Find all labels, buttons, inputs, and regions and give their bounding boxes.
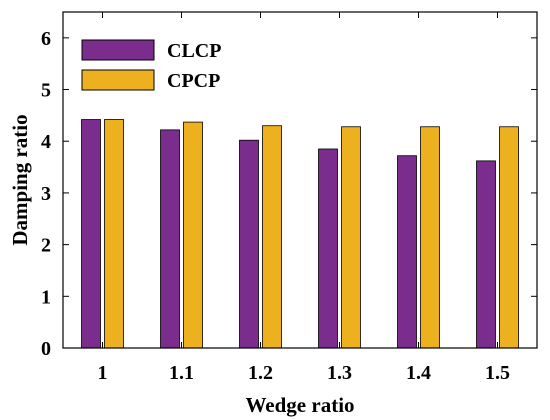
y-axis-title: Damping ratio bbox=[8, 114, 32, 245]
y-tick-label: 2 bbox=[41, 235, 51, 257]
bar-cpcp-1.3 bbox=[341, 126, 361, 349]
bar-clcp-1.2 bbox=[239, 139, 259, 349]
legend-label-clcp: CLCP bbox=[167, 40, 221, 62]
y-tick-label: 1 bbox=[41, 286, 51, 308]
bar-clcp-1.5 bbox=[476, 160, 496, 349]
bar-cpcp-1.1 bbox=[183, 121, 203, 349]
x-axis-title: Wedge ratio bbox=[245, 393, 354, 417]
legend-swatch-clcp bbox=[81, 39, 155, 61]
x-tick-label: 1.4 bbox=[406, 362, 431, 384]
y-tick-label: 0 bbox=[41, 338, 51, 360]
x-tick-label: 1.2 bbox=[248, 362, 273, 384]
bar-clcp-1.3 bbox=[318, 148, 338, 349]
bar-clcp-1.4 bbox=[397, 155, 417, 349]
x-axis: 1 1.1 1.2 1.3 1.4 1.5 bbox=[98, 12, 510, 384]
y-tick-label: 6 bbox=[41, 28, 51, 50]
bars-group bbox=[81, 119, 519, 349]
x-tick-label: 1.5 bbox=[485, 362, 510, 384]
bar-clcp-1.1 bbox=[160, 129, 180, 349]
legend-swatch-cpcp bbox=[81, 69, 155, 91]
x-tick-label: 1 bbox=[98, 362, 108, 384]
x-tick-label: 1.1 bbox=[169, 362, 194, 384]
y-tick-label: 4 bbox=[41, 131, 51, 153]
y-tick-label: 5 bbox=[41, 80, 51, 102]
bar-cpcp-1.4 bbox=[420, 126, 440, 349]
y-tick-label: 3 bbox=[41, 183, 51, 205]
y-axis: 0 1 2 3 4 5 6 bbox=[41, 28, 537, 360]
bar-cpcp-1.2 bbox=[262, 125, 282, 349]
bar-clcp-1 bbox=[81, 119, 101, 349]
bar-cpcp-1 bbox=[104, 119, 124, 349]
legend-label-cpcp: CPCP bbox=[167, 70, 220, 92]
legend: CLCP CPCP bbox=[81, 39, 221, 92]
bar-cpcp-1.5 bbox=[499, 126, 519, 349]
plot-frame bbox=[62, 11, 538, 349]
x-tick-label: 1.3 bbox=[327, 362, 352, 384]
